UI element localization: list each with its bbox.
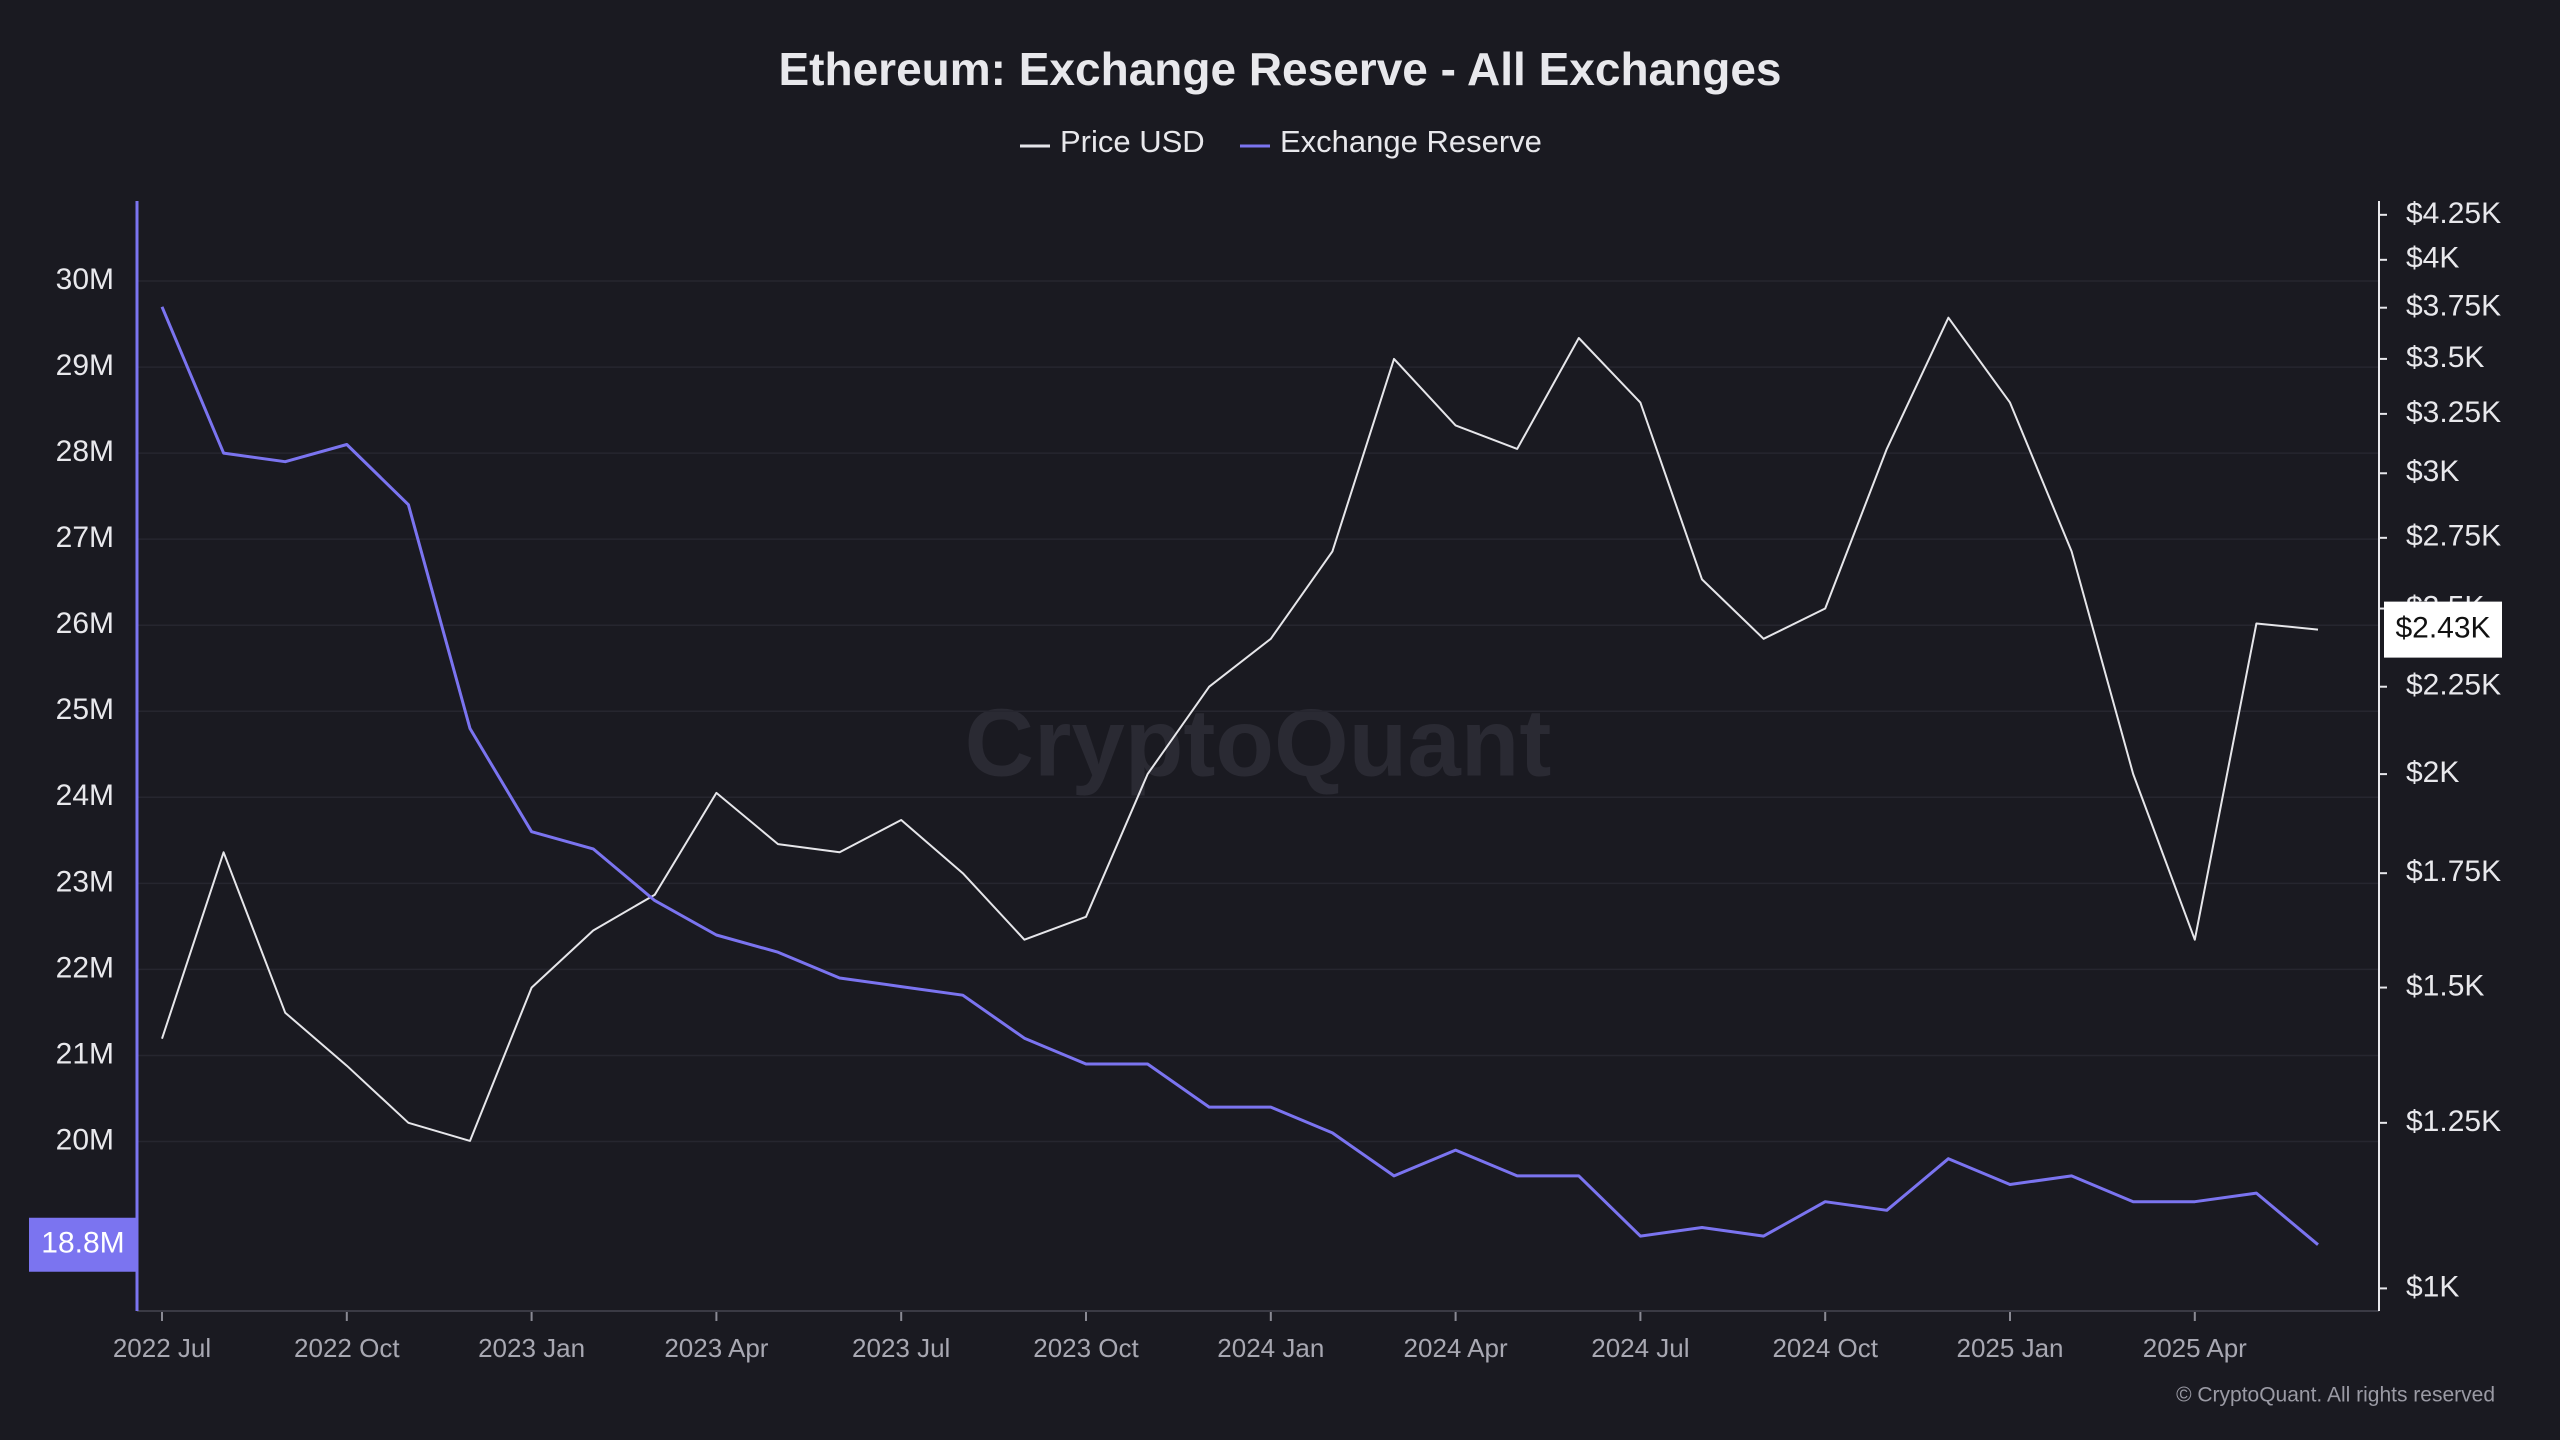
copyright: © CryptoQuant. All rights reserved: [2176, 1384, 2495, 1407]
legend-label: Exchange Reserve: [1280, 124, 1542, 159]
x-tick-label: 2025 Apr: [2143, 1333, 2247, 1363]
y2-tick-label: $1.25K: [2406, 1105, 2501, 1138]
y-tick-label: 28M: [56, 435, 114, 468]
current-value-text: $2.43K: [2395, 612, 2490, 645]
y2-tick-label: $2.25K: [2406, 669, 2501, 702]
y2-tick-label: $2K: [2406, 756, 2459, 789]
x-tick-label: 2023 Apr: [664, 1333, 768, 1363]
y-tick-label: 24M: [56, 779, 114, 812]
series-line: [160, 306, 2319, 1246]
current-value-label: 18.8M: [29, 1217, 137, 1272]
chart-title: Ethereum: Exchange Reserve - All Exchang…: [778, 43, 1781, 95]
x-tick-label: 2024 Apr: [1404, 1333, 1508, 1363]
y2-tick-label: $1.75K: [2406, 855, 2501, 888]
current-value-label: $2.43K: [2384, 601, 2502, 658]
current-value-text: 18.8M: [41, 1227, 124, 1260]
y2-tick-label: $2.75K: [2406, 520, 2501, 553]
y2-tick-label: $4.25K: [2406, 197, 2501, 230]
x-tick-label: 2024 Jul: [1591, 1333, 1689, 1363]
y2-tick-label: $3.25K: [2406, 396, 2501, 429]
y-tick-label: 29M: [56, 349, 114, 382]
y-tick-label: 22M: [56, 951, 114, 984]
current-value-box: [2384, 601, 2502, 658]
y-tick-label: 30M: [56, 263, 114, 296]
x-tick-label: 2023 Jul: [852, 1333, 950, 1363]
y2-tick-label: $4K: [2406, 242, 2459, 275]
y-tick-label: 26M: [56, 607, 114, 640]
x-tick-label: 2022 Oct: [294, 1333, 400, 1363]
y-tick-label: 21M: [56, 1037, 114, 1070]
watermark: CryptoQuant: [965, 689, 1552, 796]
y2-tick-label: $3K: [2406, 455, 2459, 488]
y2-tick-label: $1.5K: [2406, 969, 2484, 1002]
y-tick-label: 27M: [56, 521, 114, 554]
current-value-box: [29, 1217, 137, 1272]
x-tick-label: 2022 Jul: [113, 1333, 211, 1363]
x-tick-label: 2023 Jan: [478, 1333, 585, 1363]
y-tick-label: 20M: [56, 1123, 114, 1156]
x-tick-label: 2023 Oct: [1033, 1333, 1139, 1363]
y-tick-label: 23M: [56, 865, 114, 898]
x-tick-label: 2024 Jan: [1217, 1333, 1324, 1363]
legend-label: Price USD: [1060, 124, 1205, 159]
y2-tick-label: $3.75K: [2406, 290, 2501, 323]
y2-tick-label: $3.5K: [2406, 341, 2484, 374]
x-tick-label: 2024 Oct: [1772, 1333, 1878, 1363]
y2-tick-label: $1K: [2406, 1270, 2459, 1303]
y-tick-label: 25M: [56, 693, 114, 726]
x-tick-label: 2025 Jan: [1957, 1333, 2064, 1363]
series-line: [161, 316, 2319, 1142]
